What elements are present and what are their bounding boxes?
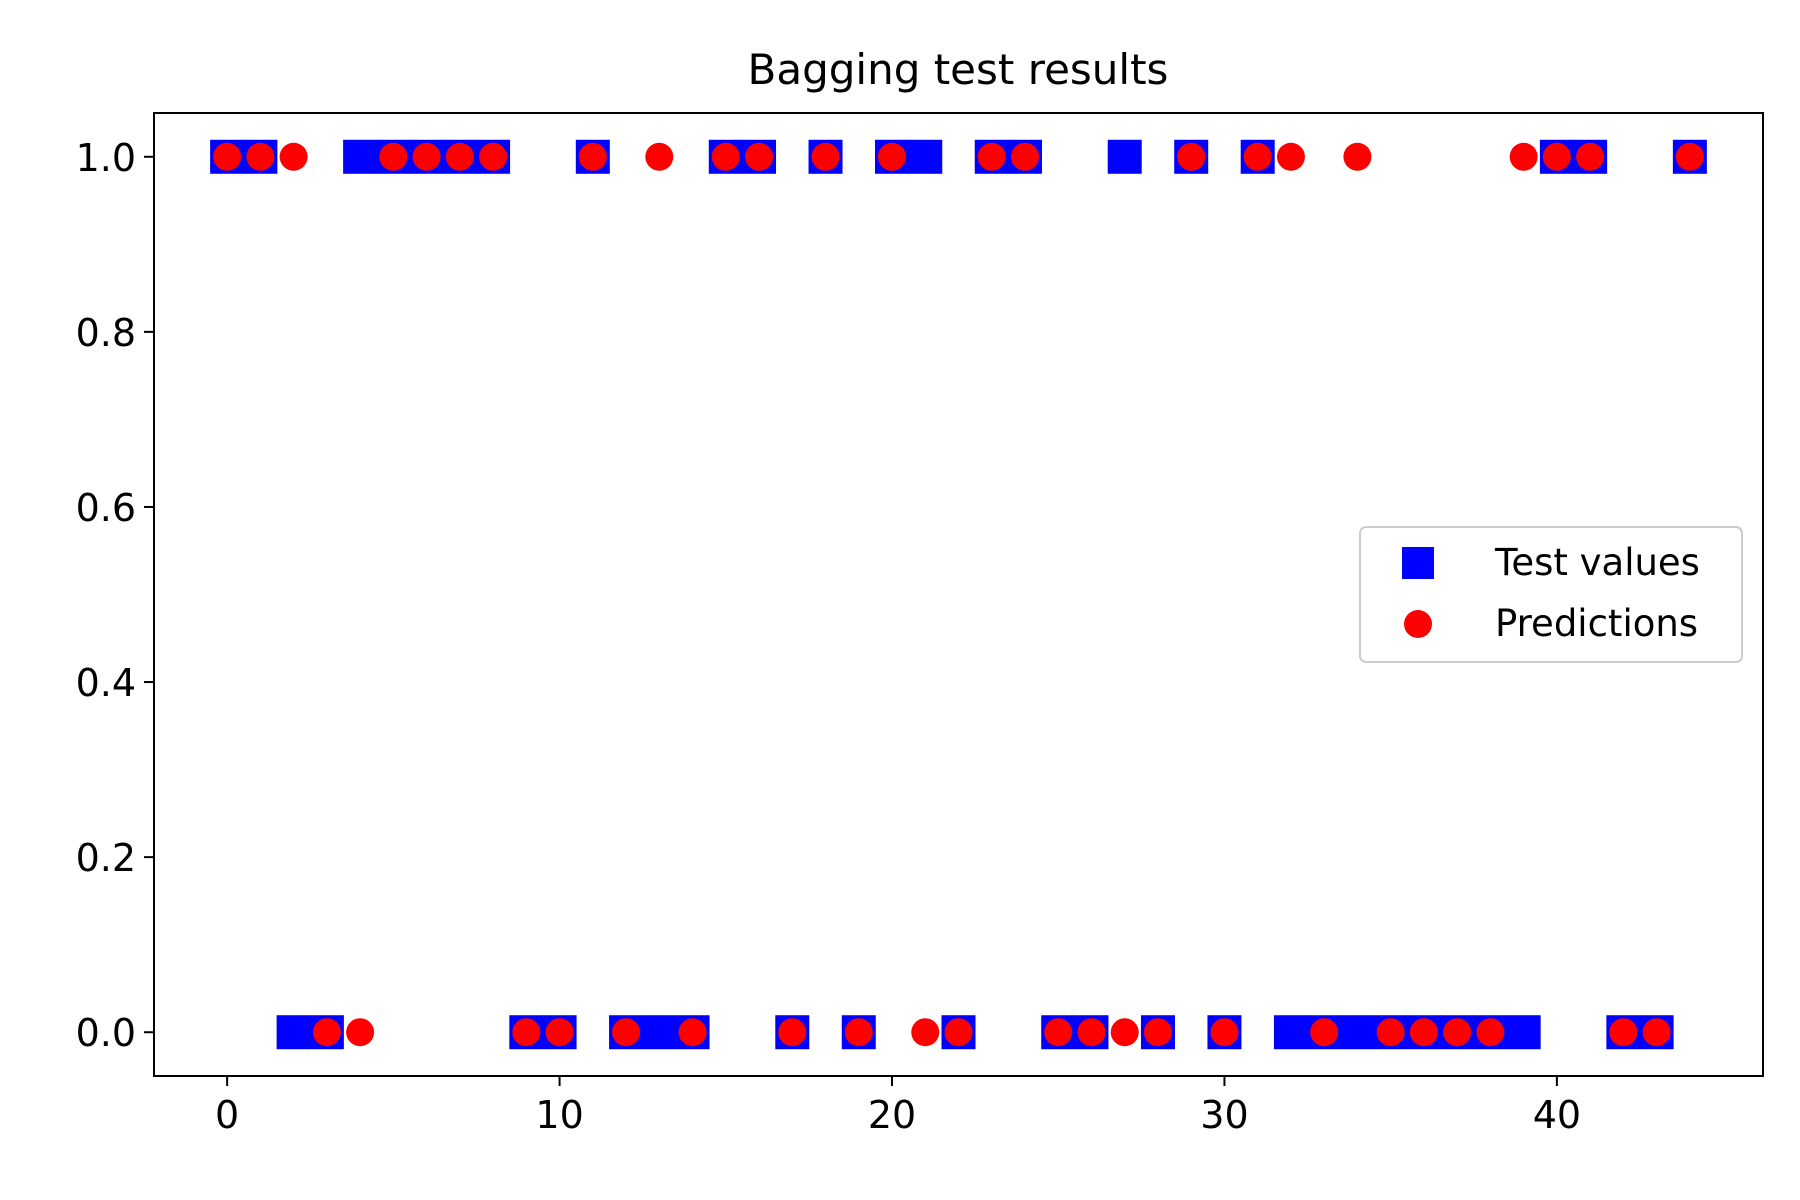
prediction-marker [1443,1018,1472,1047]
prediction-markers [213,142,1704,1047]
prediction-marker [1310,1018,1339,1047]
legend-circle-marker [1404,610,1432,638]
legend: Test values Predictions [1359,526,1743,663]
prediction-marker [1642,1018,1671,1047]
prediction-marker [645,142,674,171]
prediction-marker [944,1018,973,1047]
prediction-marker [1177,142,1206,171]
y-tick-label: 0.2 [76,836,136,880]
prediction-marker [1609,1018,1638,1047]
test-value-marker [908,139,943,174]
prediction-marker [445,142,474,171]
prediction-marker [977,142,1006,171]
x-axis: 0 10 20 30 40 [215,1076,1581,1137]
y-tick-label: 1.0 [76,136,136,180]
prediction-marker [745,142,774,171]
x-tick-label: 30 [1200,1093,1248,1137]
test-value-marker [1506,1015,1541,1050]
y-axis: 0.0 0.2 0.4 0.6 0.8 1.0 [76,136,154,1055]
plot-area-frame [153,112,1764,1077]
prediction-marker [612,1018,641,1047]
prediction-marker [711,142,740,171]
prediction-marker [911,1018,940,1047]
prediction-marker [778,1018,807,1047]
prediction-marker [1576,142,1605,171]
test-value-marker [343,139,378,174]
prediction-marker [512,1018,541,1047]
prediction-marker [213,142,242,171]
prediction-marker [1542,142,1571,171]
prediction-marker [1376,1018,1405,1047]
prediction-marker [811,142,840,171]
prediction-marker [1044,1018,1073,1047]
test-value-marker [1340,1015,1375,1050]
prediction-marker [1077,1018,1106,1047]
prediction-marker [1210,1018,1239,1047]
y-tick-label: 0.8 [76,311,136,355]
prediction-marker [1276,142,1305,171]
test-value-marker [1273,1015,1308,1050]
prediction-marker [312,1018,341,1047]
x-tick-label: 0 [215,1093,239,1137]
prediction-marker [379,142,408,171]
prediction-marker [545,1018,574,1047]
y-tick-label: 0.0 [76,1011,136,1055]
prediction-marker [878,142,907,171]
prediction-marker [346,1018,375,1047]
test-value-marker [642,1015,677,1050]
prediction-marker [246,142,275,171]
test-value-marker [1107,139,1142,174]
legend-label-predictions: Predictions [1495,602,1698,645]
x-tick-label: 10 [535,1093,583,1137]
legend-square-marker [1402,547,1434,579]
prediction-marker [1476,1018,1505,1047]
prediction-marker [678,1018,707,1047]
legend-label-test-values: Test values [1494,541,1700,584]
prediction-marker [844,1018,873,1047]
prediction-marker [1010,142,1039,171]
x-tick-label: 40 [1533,1093,1581,1137]
legend-frame [1359,526,1743,663]
prediction-marker [279,142,308,171]
x-tick-label: 20 [868,1093,916,1137]
prediction-marker [1675,142,1704,171]
prediction-marker [578,142,607,171]
test-value-marker [276,1015,311,1050]
prediction-marker [479,142,508,171]
prediction-marker [1343,142,1372,171]
prediction-marker [412,142,441,171]
chart-title: Bagging test results [748,45,1169,94]
prediction-marker [1143,1018,1172,1047]
prediction-marker [1509,142,1538,171]
y-tick-label: 0.4 [76,661,136,705]
prediction-marker [1110,1018,1139,1047]
y-tick-label: 0.6 [76,486,136,530]
prediction-marker [1243,142,1272,171]
prediction-marker [1409,1018,1438,1047]
